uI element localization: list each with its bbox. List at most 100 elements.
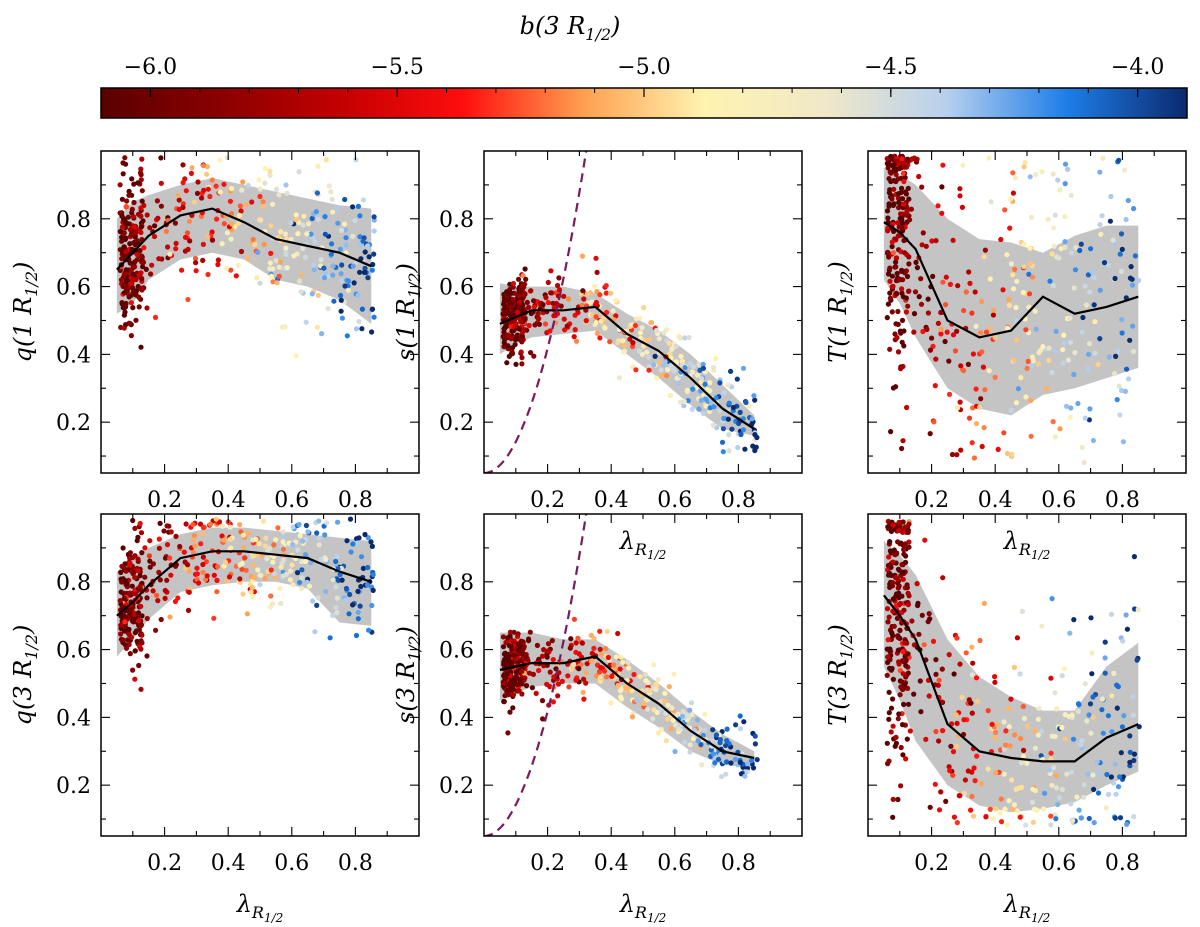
scatter-point xyxy=(288,236,294,243)
scatter-point xyxy=(992,335,998,341)
scatter-point xyxy=(1115,684,1121,690)
scatter-point xyxy=(682,739,688,746)
scatter-point xyxy=(713,732,720,738)
scatter-point xyxy=(245,530,251,536)
median-line xyxy=(116,550,372,617)
scatter-point xyxy=(734,376,740,382)
scatter-point xyxy=(1108,193,1114,200)
y-axis-label: q(1 R1/2) xyxy=(9,262,41,363)
scatter-point xyxy=(1048,813,1054,819)
scatter-point xyxy=(895,716,901,722)
scatter-point xyxy=(137,520,143,527)
scatter-point xyxy=(362,265,368,271)
scatter-point xyxy=(516,276,522,282)
scatter-point xyxy=(1087,289,1093,295)
scatter-point xyxy=(370,587,376,594)
scatter-point xyxy=(135,180,141,186)
scatter-point xyxy=(229,221,235,227)
scatter-point xyxy=(639,351,646,357)
scatter-point xyxy=(707,380,713,386)
median-line xyxy=(883,221,1139,339)
scatter-point xyxy=(888,572,895,579)
scatter-point xyxy=(604,674,610,680)
scatter-point xyxy=(222,559,229,565)
colorbar-ticks: −6.0 −5.5 −5.0 −4.5 −4.0 xyxy=(100,55,1188,97)
scatter-point xyxy=(219,523,226,529)
scatter-point xyxy=(366,627,372,633)
plot-area xyxy=(116,516,376,692)
scatter-point xyxy=(184,562,191,568)
scatter-point xyxy=(954,720,960,727)
scatter-point xyxy=(583,680,589,686)
scatter-point xyxy=(889,630,895,636)
scatter-point xyxy=(939,666,945,672)
scatter-point xyxy=(918,709,924,715)
scatter-point xyxy=(123,286,129,293)
scatter-point xyxy=(1078,742,1084,748)
x-tick-label: 0.8 xyxy=(1105,851,1140,876)
scatter-point xyxy=(1039,623,1045,629)
scatter-point xyxy=(1017,814,1023,820)
scatter-point xyxy=(597,669,603,675)
scatter-point xyxy=(1013,786,1020,792)
scatter-point xyxy=(891,168,897,174)
scatter-point xyxy=(129,232,135,238)
scatter-point xyxy=(737,713,743,719)
y-tick-label: 0.8 xyxy=(56,208,91,233)
x-axis-label: λR1/2 xyxy=(619,890,667,925)
scatter-point xyxy=(1082,681,1088,687)
scatter-point xyxy=(130,264,136,271)
y-tick-label: 0.6 xyxy=(56,276,91,301)
scatter-point xyxy=(545,648,551,654)
scatter-point xyxy=(1089,671,1095,677)
scatter-point xyxy=(660,362,667,368)
scatter-point xyxy=(250,236,256,243)
scatter-point xyxy=(1088,246,1094,252)
scatter-point xyxy=(1078,815,1084,821)
scatter-point xyxy=(925,296,931,302)
scatter-point xyxy=(504,671,510,677)
scatter-point xyxy=(1004,325,1011,331)
scatter-point xyxy=(1134,657,1140,663)
scatter-point xyxy=(315,216,321,222)
scatter-point xyxy=(131,240,137,246)
plot-area xyxy=(883,153,1142,466)
scatter-point xyxy=(914,265,921,271)
scatter-point xyxy=(144,653,150,659)
scatter-point xyxy=(326,183,332,189)
scatter-point xyxy=(698,742,704,748)
scatter-point xyxy=(1130,693,1136,699)
median-line xyxy=(499,655,755,760)
scatter-point xyxy=(322,214,328,220)
scatter-point xyxy=(893,255,900,261)
scatter-point xyxy=(677,399,684,405)
scatter-point xyxy=(651,662,657,668)
scatter-point xyxy=(550,300,556,306)
scatter-point xyxy=(911,691,917,697)
scatter-point xyxy=(121,312,127,318)
scatter-point xyxy=(1084,718,1090,724)
scatter-point xyxy=(639,325,645,331)
scatter-point xyxy=(139,550,145,556)
scatter-point xyxy=(719,774,725,780)
scatter-point xyxy=(237,576,243,582)
scatter-point xyxy=(940,279,946,285)
scatter-point xyxy=(194,190,201,196)
scatter-point xyxy=(1062,239,1068,245)
scatter-point xyxy=(1000,287,1006,293)
scatter-point xyxy=(1091,302,1097,308)
scatter-point xyxy=(665,367,671,373)
scatter-point xyxy=(501,344,507,350)
scatter-point xyxy=(983,329,990,335)
scatter-point xyxy=(131,199,137,206)
scatter-point xyxy=(603,290,609,296)
scatter-point xyxy=(128,606,134,612)
scatter-point xyxy=(120,545,126,551)
scatter-point xyxy=(1021,164,1027,170)
scatter-point xyxy=(173,240,179,246)
scatter-point xyxy=(128,281,134,287)
scatter-point xyxy=(1097,287,1103,293)
scatter-point xyxy=(261,241,267,248)
scatter-point xyxy=(274,280,280,286)
scatter-point xyxy=(535,315,541,321)
